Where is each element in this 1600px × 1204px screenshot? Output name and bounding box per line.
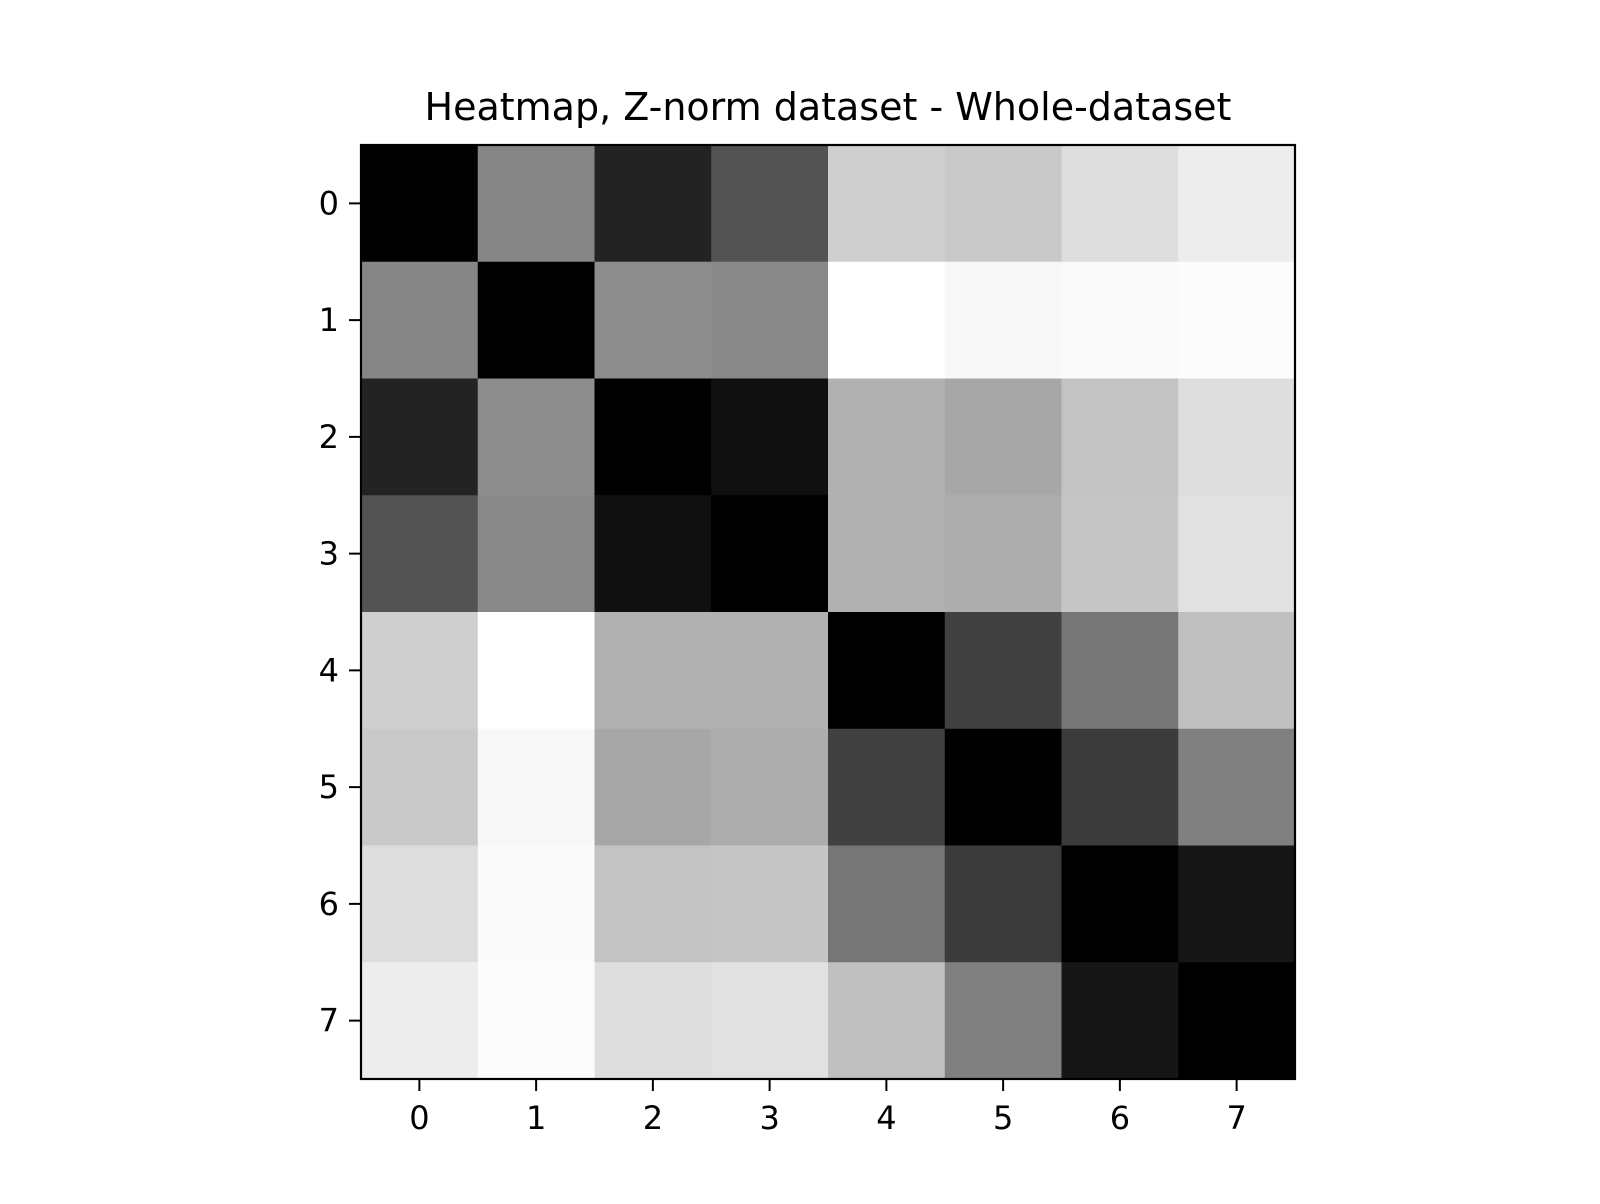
heatmap-cell-4-6 — [1061, 612, 1179, 730]
y-axis-ticks: 0 1 2 3 4 5 6 7 — [319, 184, 361, 1040]
heatmap-cell-6-4 — [828, 845, 946, 963]
y-tick-label-1: 1 — [319, 301, 339, 339]
heatmap-cell-0-5 — [944, 145, 1063, 263]
heatmap-cell-7-0 — [361, 962, 479, 1080]
heatmap-cell-7-1 — [477, 962, 596, 1080]
heatmap-cell-7-2 — [594, 962, 712, 1080]
x-tick-label-7: 7 — [1226, 1099, 1246, 1137]
heatmap-cell-4-5 — [944, 612, 1063, 730]
x-tick-label-1: 1 — [526, 1099, 546, 1137]
heatmap-cell-4-0 — [361, 612, 479, 730]
heatmap-cell-1-6 — [1061, 261, 1179, 380]
heatmap-cell-1-2 — [594, 261, 712, 380]
heatmap-cell-1-4 — [828, 261, 946, 380]
y-tick-label-7: 7 — [319, 1002, 339, 1040]
heatmap-cell-5-4 — [828, 728, 946, 847]
heatmap-cell-6-3 — [711, 845, 829, 963]
heatmap-cell-6-1 — [477, 845, 596, 963]
heatmap-cell-1-3 — [711, 261, 829, 380]
heatmap-cell-2-4 — [828, 378, 946, 496]
heatmap-cell-6-7 — [1178, 845, 1296, 963]
heatmap-cell-3-6 — [1061, 495, 1179, 613]
heatmap-cell-0-7 — [1178, 145, 1296, 263]
heatmap-cell-2-1 — [477, 378, 596, 496]
heatmap-cell-3-3 — [711, 495, 829, 613]
heatmap-cell-4-1 — [477, 612, 596, 730]
heatmap-cell-2-5 — [944, 378, 1063, 496]
heatmap-cell-3-1 — [477, 495, 596, 613]
heatmap-cell-0-1 — [477, 145, 596, 263]
heatmap-cell-0-2 — [594, 145, 712, 263]
heatmap-cell-1-5 — [944, 261, 1063, 380]
heatmap-cell-5-7 — [1178, 728, 1296, 847]
x-tick-label-6: 6 — [1110, 1099, 1130, 1137]
chart-title: Heatmap, Z-norm dataset - Whole-dataset — [425, 85, 1232, 129]
heatmap-cell-2-0 — [361, 378, 479, 496]
y-tick-label-4: 4 — [319, 651, 339, 689]
heatmap-cell-3-2 — [594, 495, 712, 613]
heatmap-cell-3-4 — [828, 495, 946, 613]
heatmap-cell-7-4 — [828, 962, 946, 1080]
heatmap-cell-3-7 — [1178, 495, 1296, 613]
heatmap-cell-5-6 — [1061, 728, 1179, 847]
heatmap-cell-3-5 — [944, 495, 1063, 613]
heatmap-cell-6-0 — [361, 845, 479, 963]
heatmap-cell-3-0 — [361, 495, 479, 613]
x-tick-label-4: 4 — [876, 1099, 896, 1137]
heatmap-cell-4-3 — [711, 612, 829, 730]
heatmap-cell-4-7 — [1178, 612, 1296, 730]
x-tick-label-5: 5 — [993, 1099, 1013, 1137]
y-tick-label-0: 0 — [319, 184, 339, 222]
y-tick-label-3: 3 — [319, 535, 339, 573]
heatmap-cell-0-6 — [1061, 145, 1179, 263]
heatmap-cell-6-2 — [594, 845, 712, 963]
heatmap-cell-1-0 — [361, 261, 479, 380]
heatmap-cell-5-1 — [477, 728, 596, 847]
heatmap-cell-5-5 — [944, 728, 1063, 847]
heatmap-cell-5-2 — [594, 728, 712, 847]
heatmap-cell-6-6 — [1061, 845, 1179, 963]
heatmap-cell-6-5 — [944, 845, 1063, 963]
x-tick-label-2: 2 — [643, 1099, 663, 1137]
heatmap-cell-1-1 — [477, 261, 596, 380]
heatmap-cell-0-4 — [828, 145, 946, 263]
heatmap-cell-4-2 — [594, 612, 712, 730]
heatmap-cell-5-0 — [361, 728, 479, 847]
heatmap-cells — [361, 145, 1296, 1080]
heatmap-cell-7-5 — [944, 962, 1063, 1080]
heatmap-cell-2-7 — [1178, 378, 1296, 496]
heatmap-cell-4-4 — [828, 612, 946, 730]
x-tick-label-3: 3 — [759, 1099, 779, 1137]
y-tick-label-5: 5 — [319, 768, 339, 806]
heatmap-cell-7-7 — [1178, 962, 1296, 1080]
y-tick-label-6: 6 — [319, 885, 339, 923]
heatmap-cell-0-0 — [361, 145, 479, 263]
heatmap-cell-2-3 — [711, 378, 829, 496]
x-axis-ticks: 0 1 2 3 4 5 6 7 — [409, 1079, 1247, 1137]
heatmap-cell-2-2 — [594, 378, 712, 496]
heatmap-cell-2-6 — [1061, 378, 1179, 496]
x-tick-label-0: 0 — [409, 1099, 429, 1137]
heatmap-cell-1-7 — [1178, 261, 1296, 380]
plot-frame — [359, 143, 1297, 1081]
heatmap-cell-7-3 — [711, 962, 829, 1080]
heatmap-cell-7-6 — [1061, 962, 1179, 1080]
heatmap-cell-5-3 — [711, 728, 829, 847]
y-tick-label-2: 2 — [319, 418, 339, 456]
heatmap-cell-0-3 — [711, 145, 829, 263]
